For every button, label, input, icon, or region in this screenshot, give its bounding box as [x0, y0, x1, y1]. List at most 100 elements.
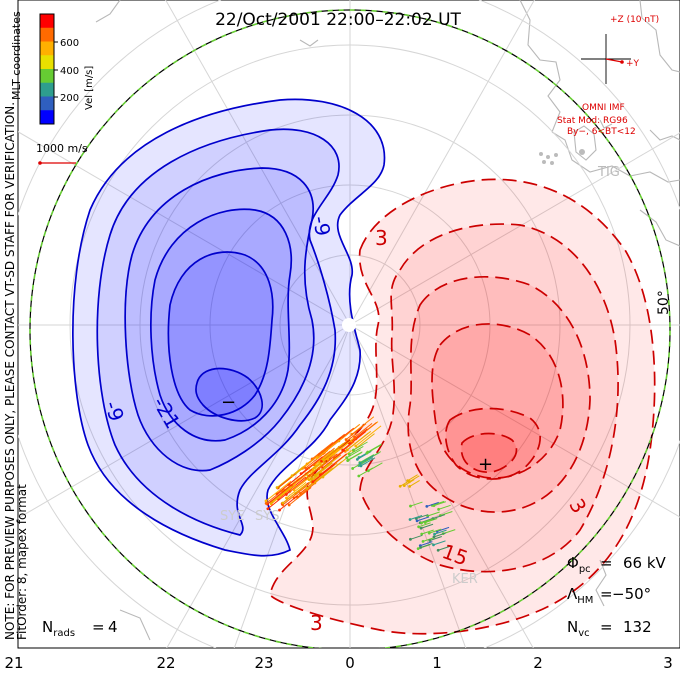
- velocity-vector: [438, 545, 451, 551]
- velocity-vector: [348, 451, 363, 461]
- velocity-vector: [282, 483, 307, 504]
- velocity-vector: [293, 474, 313, 491]
- velocity-vector: [313, 447, 335, 466]
- n-vc-value: 132: [623, 618, 652, 636]
- velocity-vector-origin: [433, 532, 436, 536]
- velocity-vector-origin: [355, 457, 359, 461]
- velocity-vector-origin: [420, 521, 423, 525]
- mlt-axis: 21 22 23 0 1 2 3: [4, 654, 672, 672]
- velocity-vector-origin: [366, 450, 370, 454]
- velocity-vector-origin: [346, 458, 350, 462]
- contour-label-pos-1: 3: [375, 226, 388, 250]
- velocity-colorbar: 600 400 200 Vel [m/s]: [39, 13, 95, 125]
- velocity-vector: [425, 518, 438, 523]
- velocity-vector: [353, 441, 368, 451]
- velocity-vector: [432, 514, 446, 520]
- n-rads-eq: =: [92, 618, 105, 636]
- velocity-vector: [346, 449, 361, 459]
- velocity-vector-origin: [307, 478, 311, 482]
- imf-bz-label: +Z (10 nT): [610, 15, 659, 25]
- colorbar-cell: [40, 96, 54, 111]
- contour-label-pos-3: 3: [310, 611, 323, 635]
- velocity-vector-origin: [320, 459, 323, 463]
- velocity-vector: [410, 534, 423, 540]
- lambda-hm-eq: =: [600, 585, 613, 603]
- velocity-vector: [436, 526, 450, 532]
- velocity-vector: [410, 501, 423, 507]
- velocity-vector-origin: [408, 484, 412, 488]
- colorbar-cell: [40, 69, 54, 84]
- colorbar-cell: [40, 82, 54, 97]
- mlt-tick-22: 22: [156, 654, 175, 672]
- velocity-vector: [421, 529, 434, 535]
- velocity-vector-origin: [416, 547, 420, 551]
- potential-maximum-marker: +: [478, 454, 493, 475]
- velocity-vector: [322, 457, 348, 478]
- velocity-vector: [349, 445, 364, 455]
- reference-vector-label: 1000 m/s: [36, 142, 88, 155]
- velocity-vector-origin: [408, 518, 412, 521]
- velocity-vector: [267, 484, 292, 505]
- velocity-vector-origin: [332, 452, 336, 456]
- velocity-vector: [333, 437, 354, 455]
- velocity-vector-origin: [420, 532, 424, 536]
- velocity-vector: [345, 423, 367, 440]
- velocity-vector: [333, 441, 355, 459]
- velocity-vector-origin: [345, 448, 349, 452]
- velocity-vector: [351, 416, 375, 435]
- velocity-vector: [307, 461, 327, 477]
- velocity-vector: [420, 542, 433, 548]
- velocity-vector: [427, 511, 440, 517]
- velocity-vector-origin: [341, 448, 345, 452]
- mlt-tick-21: 21: [4, 654, 23, 672]
- velocity-vector: [267, 490, 291, 510]
- velocity-vector: [433, 532, 447, 538]
- velocity-vector-origin: [357, 474, 361, 478]
- velocity-vector: [360, 457, 376, 467]
- velocity-vector: [355, 425, 382, 447]
- velocity-vector: [359, 454, 375, 464]
- velocity-vector: [429, 535, 442, 541]
- velocity-vector-origin: [264, 499, 268, 503]
- velocity-vector-origin: [402, 484, 406, 488]
- phi-pc-eq: =: [600, 554, 613, 572]
- velocity-vector-origin: [352, 448, 355, 452]
- velocity-vector: [270, 483, 297, 505]
- velocity-vector: [366, 444, 382, 454]
- latitude-label: 50°: [656, 290, 672, 315]
- velocity-vector: [355, 421, 377, 440]
- velocity-vector-origin: [358, 461, 362, 465]
- velocity-vector-origin: [266, 507, 270, 511]
- velocity-vector: [409, 475, 420, 483]
- hm-boundary-dark: [29, 9, 671, 648]
- velocity-vector: [409, 515, 423, 521]
- velocity-vector-origin: [298, 492, 302, 495]
- velocity-vector-origin: [321, 457, 325, 461]
- velocity-vector-origin: [409, 504, 412, 508]
- reference-vector-dot: [38, 161, 42, 165]
- velocity-vector-origin: [432, 504, 436, 508]
- velocity-vector-origin: [354, 444, 358, 448]
- velocity-vector-origin: [264, 502, 268, 505]
- colorbar-cell: [40, 14, 54, 29]
- positive-potential-cell: [269, 178, 656, 635]
- velocity-vector: [318, 453, 338, 469]
- velocity-vector: [317, 437, 343, 459]
- velocity-vector-origin: [367, 469, 370, 473]
- imf-model-bins: By−, 6<BT<12: [567, 127, 636, 137]
- velocity-vector-origin: [427, 531, 431, 535]
- mlt-tick-1: 1: [432, 654, 442, 672]
- colorbar-label: Vel [m/s]: [84, 66, 95, 110]
- velocity-vector: [420, 541, 433, 547]
- velocity-vector: [319, 453, 347, 476]
- velocity-vector: [290, 468, 313, 487]
- phi-pc-value: 66 kV: [623, 554, 667, 572]
- velocity-vector: [314, 452, 334, 469]
- velocity-vector: [368, 462, 383, 472]
- velocity-vector: [322, 442, 344, 460]
- velocity-vector: [318, 440, 338, 456]
- velocity-vector: [289, 472, 314, 492]
- velocity-vector: [314, 454, 342, 476]
- velocity-vector: [297, 483, 316, 498]
- velocity-vector-origin: [437, 507, 440, 511]
